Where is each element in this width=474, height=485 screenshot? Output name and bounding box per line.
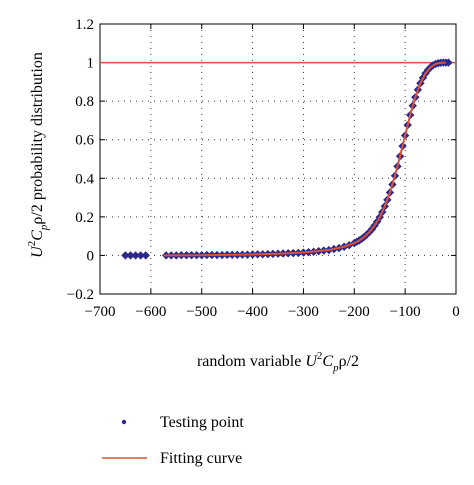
- fitting-curve-line: [163, 61, 446, 257]
- y-axis-label-u: U: [29, 245, 46, 258]
- x-axis-label-rest: ρ/2: [339, 353, 359, 370]
- data-point: [136, 251, 145, 260]
- x-tick-label: −400: [237, 304, 268, 320]
- y-axis-label-sup: 2: [26, 241, 38, 247]
- legend-item-fitting-curve: Fitting curve: [102, 450, 242, 467]
- y-tick-label: 0.8: [75, 94, 94, 110]
- data-point: [444, 58, 453, 67]
- data-point: [126, 251, 135, 260]
- x-tick-label: 0: [452, 304, 460, 320]
- y-tick-label: 1.2: [75, 17, 94, 33]
- legend-label-fitting-curve: Fitting curve: [160, 450, 242, 467]
- y-tick-label: −0.2: [67, 287, 94, 303]
- y-axis-label-sub: p: [38, 224, 50, 231]
- legend-marker-testing-point: [121, 419, 127, 425]
- x-tick-label: −600: [135, 304, 166, 320]
- data-layer: [100, 58, 456, 260]
- x-axis-label-main: random variable: [197, 353, 305, 370]
- x-axis-label-sup: 2: [317, 350, 323, 362]
- x-tick-label: −100: [390, 304, 421, 320]
- series-testing-point: [121, 58, 453, 260]
- x-axis-label-c: C: [322, 353, 333, 370]
- y-tick-label: 0: [87, 248, 95, 264]
- ticks: −700 −600 −500 −400 −300 −200 −100 0 −0.2 0 0.2 0.4…: [67, 17, 460, 320]
- legend: Testing point Fitting curve: [102, 414, 244, 467]
- legend-item-testing-point: Testing point: [121, 414, 244, 431]
- x-tick-label: −200: [339, 304, 370, 320]
- x-tick-label: −700: [85, 304, 116, 320]
- x-tick-label: −300: [288, 304, 319, 320]
- x-tick-label: −500: [186, 304, 217, 320]
- x-axis-label-sub: p: [332, 362, 339, 374]
- y-axis-label-rest: ρ/2 probability distribution: [29, 52, 46, 224]
- data-point: [141, 251, 150, 260]
- y-tick-label: 0.4: [75, 171, 94, 187]
- x-axis-label: random variable U2Cpρ/2: [197, 350, 359, 374]
- y-tick-label: 0.2: [75, 210, 94, 226]
- y-tick-label: 0.6: [75, 133, 94, 149]
- x-axis-label-u: U: [305, 353, 318, 370]
- y-axis-label-c: C: [29, 230, 46, 241]
- plot-frame: [99, 23, 457, 295]
- data-point: [121, 251, 130, 260]
- data-point: [131, 251, 140, 260]
- y-tick-label: 1: [87, 56, 95, 72]
- y-axis-label: U2Cpρ/2 probability distribution: [26, 52, 50, 258]
- legend-label-testing-point: Testing point: [160, 414, 244, 431]
